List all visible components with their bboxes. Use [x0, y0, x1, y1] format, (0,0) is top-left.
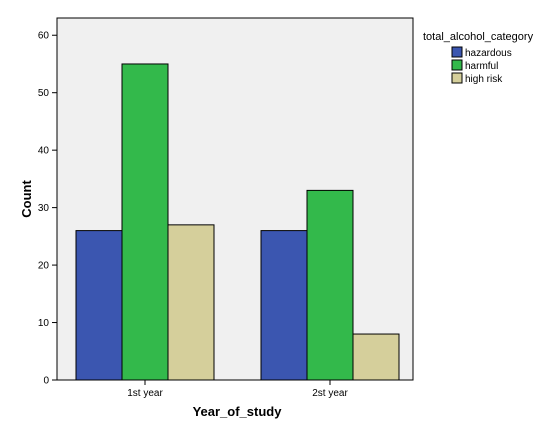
y-axis-ticks: 0 10 20 30 40 50 60	[38, 31, 57, 387]
x-axis-title: Year_of_study	[193, 404, 283, 419]
y-tick-label-4: 40	[38, 146, 50, 157]
bar-0-1	[121, 63, 169, 381]
y-axis-title: Count	[19, 180, 34, 218]
bars	[75, 63, 400, 381]
y-tick-label-3: 30	[38, 203, 50, 214]
x-tick-label-1: 2st year	[312, 388, 348, 399]
bar-0-2	[167, 224, 215, 381]
x-tick-label-0: 1st year	[127, 388, 163, 399]
legend-swatch-0	[451, 46, 463, 58]
legend-title: total_alcohol_category	[423, 31, 534, 43]
bar-1-1	[306, 189, 354, 381]
legend-label-0: hazardous	[465, 48, 512, 59]
x-axis-ticks: 1st year 2st year	[127, 380, 348, 399]
y-tick-label-6: 60	[38, 31, 50, 42]
y-tick-label-0: 0	[43, 376, 49, 387]
legend-swatch-2	[451, 72, 463, 84]
bar-1-2	[352, 333, 400, 381]
legend-label-2: high risk	[465, 74, 503, 85]
bar-1-0	[260, 230, 308, 381]
y-tick-label-2: 20	[38, 261, 50, 272]
legend-swatch-1	[451, 59, 463, 71]
legend-label-1: harmful	[465, 61, 498, 72]
y-tick-label-5: 50	[38, 88, 50, 99]
legend: total_alcohol_category hazardous harmful h…	[423, 31, 534, 85]
bar-0-0	[75, 230, 123, 381]
y-tick-label-1: 10	[38, 318, 50, 329]
